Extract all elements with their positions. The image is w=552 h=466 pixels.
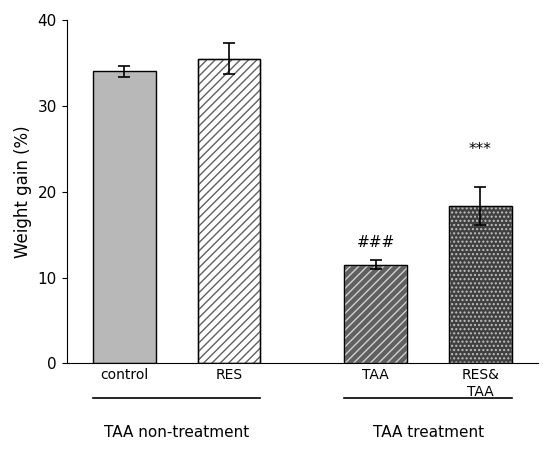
- Bar: [449, 206, 512, 363]
- Bar: [449, 206, 512, 363]
- Bar: [344, 265, 407, 363]
- Bar: [344, 265, 407, 363]
- Text: TAA treatment: TAA treatment: [373, 425, 484, 440]
- Text: ***: ***: [469, 142, 492, 158]
- Bar: [198, 59, 261, 363]
- Bar: [198, 59, 261, 363]
- Bar: [93, 71, 156, 363]
- Y-axis label: Weight gain (%): Weight gain (%): [14, 125, 32, 258]
- Text: TAA non-treatment: TAA non-treatment: [104, 425, 249, 440]
- Text: ###: ###: [357, 235, 395, 250]
